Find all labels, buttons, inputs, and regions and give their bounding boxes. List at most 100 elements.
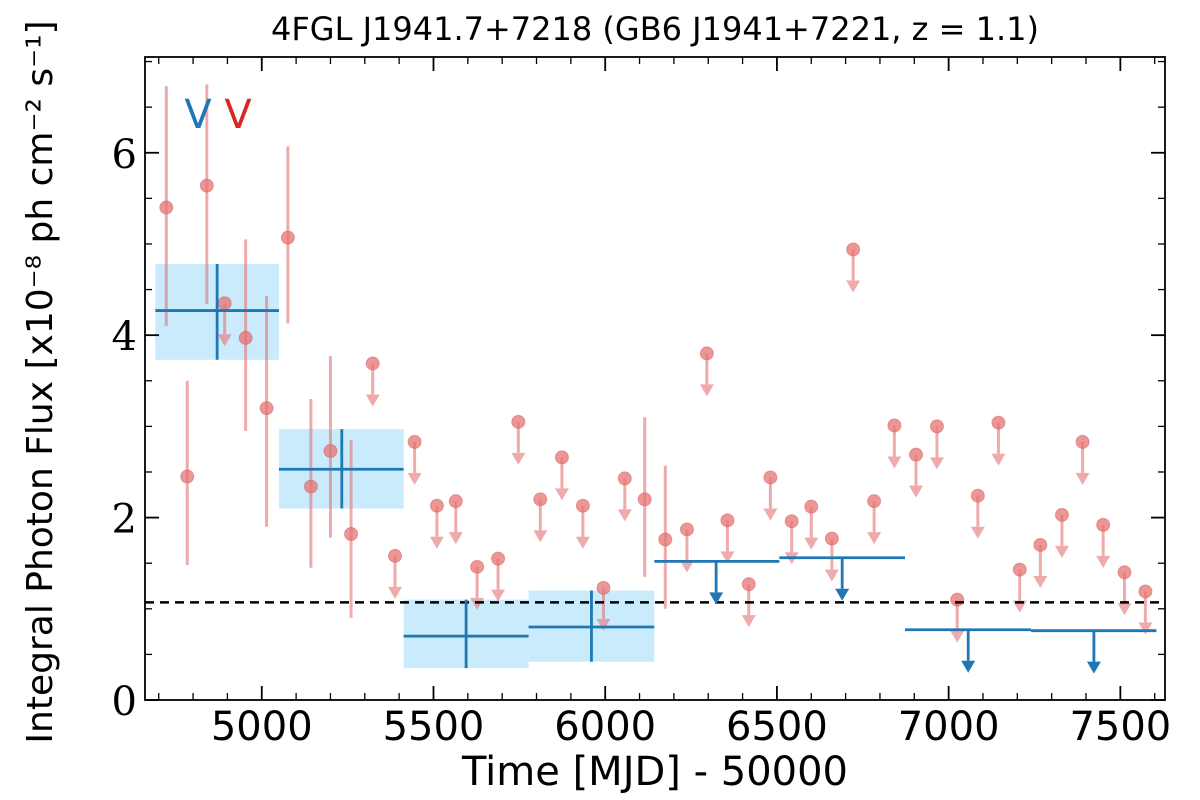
y-tick-label: 2: [112, 497, 137, 543]
fine-bin-upper-limit-arrow: [448, 532, 463, 545]
fine-bin-upper-limit-arrow: [1138, 622, 1153, 635]
fine-bin-upper-limit-point: [1117, 565, 1132, 580]
fine-bin-upper-limit-point: [1075, 434, 1090, 449]
x-tick-label: 7000: [898, 704, 1000, 750]
fine-bin-upper-limit-point: [720, 513, 735, 528]
fine-bin-point: [323, 444, 338, 459]
fine-bin-upper-limit-point: [804, 499, 819, 514]
fine-bin-upper-limit-point: [1138, 584, 1153, 599]
x-tick-label: 7500: [1069, 704, 1171, 750]
fine-bin-upper-limit-arrow: [533, 530, 548, 543]
fine-bin-point: [180, 469, 195, 484]
coarse-bin-series: [155, 264, 1157, 674]
fine-bin-upper-limit-arrow: [950, 630, 965, 643]
fine-bin-upper-limit-arrow: [720, 551, 735, 564]
coarse-bin-upper-limit-arrow: [835, 588, 850, 601]
fine-bin-upper-limit-point: [887, 418, 902, 433]
fine-bin-upper-limit-arrow: [470, 597, 485, 610]
fine-bin-upper-limit-point: [491, 551, 506, 566]
fine-bin-upper-limit-point: [470, 559, 485, 574]
fine-bin-upper-limit-point: [365, 356, 380, 371]
fine-bin-upper-limit-point: [679, 522, 694, 537]
fine-bin-upper-limit-arrow: [388, 586, 403, 599]
fine-bin-upper-limit-point: [1096, 517, 1111, 532]
x-tick-label: 6500: [726, 704, 828, 750]
y-tick-label: 0: [112, 679, 137, 725]
y-axis-label: Integral Photon Flux [x10⁻⁸ ph cm⁻² s⁻¹]: [20, 20, 61, 743]
fine-bin-upper-limit-arrow: [554, 488, 569, 501]
fine-bin-upper-limit-arrow: [1117, 603, 1132, 616]
fine-bin-upper-limit-point: [1054, 507, 1069, 522]
x-tick-label: 6000: [554, 704, 656, 750]
fine-bin-upper-limit-arrow: [617, 509, 632, 522]
fine-bin-upper-limit-point: [909, 447, 924, 462]
fine-bin-upper-limit-arrow: [596, 618, 611, 631]
fine-bin-upper-limit-point: [846, 242, 861, 257]
fine-bin-upper-limit-arrow: [887, 456, 902, 469]
fine-bin-upper-limit-point: [511, 414, 526, 429]
fine-bin-upper-limit-point: [991, 415, 1006, 430]
fine-bin-upper-limit-arrow: [699, 384, 714, 397]
x-tick-label: 5000: [211, 704, 313, 750]
fine-bin-upper-limit-point: [950, 592, 965, 607]
marker-red-v: V: [224, 92, 252, 138]
fine-bin-upper-limit-point: [699, 346, 714, 361]
fine-bin-upper-limit-point: [554, 450, 569, 465]
fine-bin-upper-limit-point: [929, 419, 944, 434]
x-axis-label: Time [MJD] - 50000: [461, 749, 848, 795]
fine-bin-upper-limit-arrow: [1096, 555, 1111, 568]
fine-bin-point: [344, 527, 359, 542]
fine-bin-upper-limit-arrow: [846, 280, 861, 293]
fine-bin-series: [159, 84, 1153, 643]
fine-bin-upper-limit-arrow: [679, 560, 694, 573]
fine-bin-point: [159, 200, 174, 215]
fine-bin-upper-limit-arrow: [1033, 575, 1048, 588]
coarse-bin-upper-limit-arrow: [961, 660, 976, 673]
fine-bin-upper-limit-point: [824, 531, 839, 546]
fine-bin-upper-limit-point: [1012, 562, 1027, 577]
fine-bin-upper-limit-point: [575, 498, 590, 513]
axes-layer: 5000 5500 6000 6500 7000 7500 0 2 4 6: [112, 57, 1171, 750]
fine-bin-upper-limit-point: [407, 434, 422, 449]
coarse-bin-upper-limit-arrow: [709, 592, 724, 605]
fine-bin-point: [238, 330, 253, 345]
fine-bin-upper-limit-point: [448, 494, 463, 509]
fine-bin-upper-limit-arrow: [929, 457, 944, 470]
fine-bin-upper-limit-arrow: [365, 394, 380, 407]
coarse-bin-upper-limit-arrow: [1086, 661, 1101, 674]
fine-bin-upper-limit-point: [217, 296, 232, 311]
fine-bin-upper-limit-arrow: [511, 452, 526, 465]
fine-bin-upper-limit-point: [741, 577, 756, 592]
x-tick-label: 5500: [383, 704, 485, 750]
fine-bin-upper-limit-arrow: [575, 536, 590, 549]
fine-bin-upper-limit-arrow: [867, 532, 882, 545]
fine-bin-point: [259, 401, 274, 416]
fine-bin-upper-limit-point: [388, 548, 403, 563]
y-tick-label: 6: [112, 132, 137, 178]
fine-bin-upper-limit-point: [763, 470, 778, 485]
fine-bin-upper-limit-arrow: [763, 508, 778, 521]
fine-bin-upper-limit-arrow: [217, 334, 232, 347]
fine-bin-point: [303, 479, 318, 494]
fine-bin-upper-limit-arrow: [407, 472, 422, 485]
fine-bin-upper-limit-arrow: [1054, 545, 1069, 558]
fine-bin-upper-limit-point: [1033, 537, 1048, 552]
fine-bin-upper-limit-point: [617, 471, 632, 486]
fine-bin-upper-limit-arrow: [991, 453, 1006, 466]
fine-bin-upper-limit-point: [970, 488, 985, 503]
fine-bin-upper-limit-point: [867, 494, 882, 509]
fine-bin-upper-limit-arrow: [824, 569, 839, 582]
fine-bin-upper-limit-arrow: [804, 537, 819, 550]
chart-title: 4FGL J1941.7+7218 (GB6 J1941+7221, z = 1…: [271, 10, 1039, 48]
plot-frame: [144, 56, 1166, 701]
fine-bin-upper-limit-arrow: [970, 526, 985, 539]
marker-blue-v: V: [184, 92, 212, 138]
fine-bin-point: [637, 492, 652, 507]
fine-bin-upper-limit-point: [533, 492, 548, 507]
y-tick-label: 4: [112, 314, 137, 360]
coarse-bin-bands: [155, 264, 655, 669]
fine-bin-upper-limit-arrow: [1075, 472, 1090, 485]
fine-bin-upper-limit-arrow: [741, 615, 756, 628]
fine-bin-point: [658, 532, 673, 547]
fine-bin-upper-limit-arrow: [491, 589, 506, 602]
